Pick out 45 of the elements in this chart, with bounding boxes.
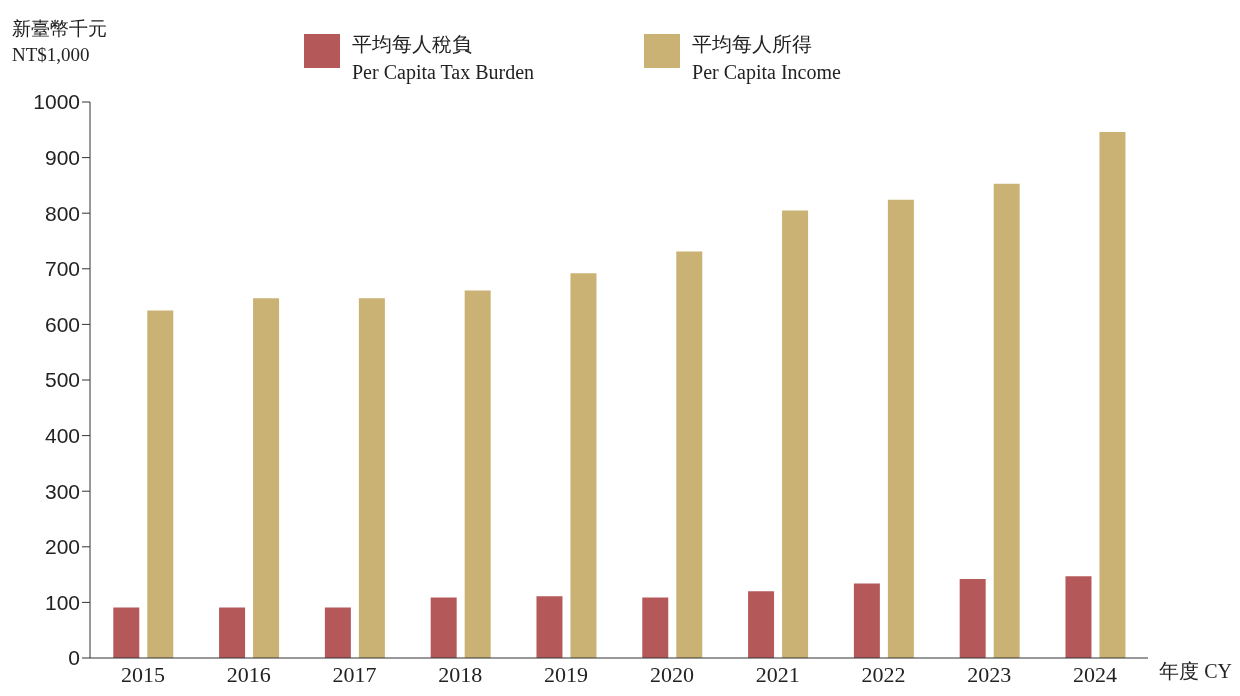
bar <box>748 591 775 658</box>
x-tick-label: 2015 <box>120 661 165 687</box>
bar <box>147 310 174 658</box>
bar <box>219 607 246 658</box>
y-tick-label: 700 <box>44 257 80 281</box>
bar <box>853 583 880 658</box>
y-tick-label: 400 <box>44 424 80 448</box>
bar <box>358 298 385 658</box>
x-axis-title: 年度 CY <box>1159 659 1232 684</box>
bar <box>464 290 491 658</box>
bar <box>959 579 986 658</box>
bar <box>993 183 1020 658</box>
bar <box>324 607 351 658</box>
bar <box>570 273 597 658</box>
x-tick-label: 2018 <box>438 661 483 687</box>
bar <box>253 298 280 658</box>
legend-label: 平均每人所得 Per Capita Income <box>692 32 841 86</box>
bar <box>430 597 457 658</box>
y-tick-label: 1000 <box>33 90 80 114</box>
x-tick-label: 2021 <box>755 661 800 687</box>
x-tick-label: 2019 <box>544 661 589 687</box>
bar <box>1099 132 1126 658</box>
x-tick-label: 2020 <box>649 661 694 687</box>
y-tick-label: 800 <box>44 201 80 225</box>
y-tick-label: 500 <box>44 368 80 392</box>
bar <box>782 210 809 658</box>
x-tick-label: 2023 <box>967 661 1012 687</box>
x-tick-label: 2022 <box>861 661 906 687</box>
bar <box>642 597 669 658</box>
x-tick-label: 2016 <box>226 661 271 687</box>
y-tick-label: 600 <box>44 312 80 336</box>
y-tick-label: 0 <box>68 646 80 670</box>
y-axis-title: 新臺幣千元 NT$1,000 <box>12 17 107 67</box>
y-tick-label: 300 <box>44 479 80 503</box>
bar <box>1065 576 1092 658</box>
y-tick-label: 900 <box>44 146 80 170</box>
bar <box>113 607 140 658</box>
y-tick-label: 200 <box>44 535 80 559</box>
x-tick-label: 2024 <box>1073 661 1118 687</box>
y-tick-label: 100 <box>44 590 80 614</box>
bar <box>887 199 914 658</box>
bar <box>676 251 703 658</box>
bar <box>536 596 563 658</box>
x-tick-label: 2017 <box>332 661 377 687</box>
legend-label: 平均每人稅負 Per Capita Tax Burden <box>352 32 535 86</box>
